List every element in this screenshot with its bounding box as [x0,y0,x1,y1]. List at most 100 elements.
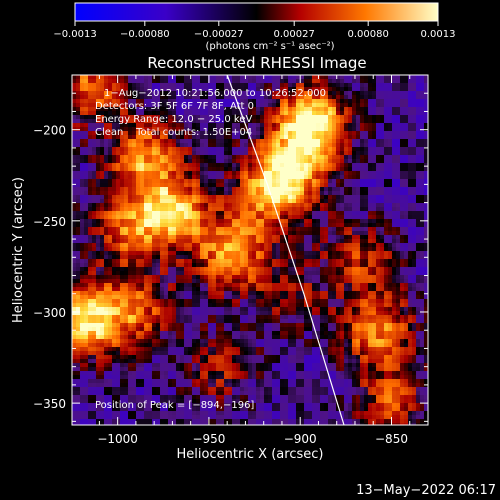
heatmap-cell [136,139,141,144]
heatmap-cell [96,287,101,292]
heatmap-cell [308,147,313,152]
heatmap-cell [220,127,225,132]
heatmap-cell [272,195,277,200]
heatmap-cell [348,195,353,200]
heatmap-cell [412,191,417,196]
heatmap-cell [292,183,297,188]
heatmap-cell [260,223,265,228]
heatmap-cell [416,235,421,240]
heatmap-cell [172,239,177,244]
heatmap-cell [184,223,189,228]
heatmap-cell [172,219,177,224]
heatmap-cell [192,207,197,212]
heatmap-cell [204,263,209,268]
heatmap-cell [180,75,185,80]
heatmap-cell [300,111,305,116]
heatmap-cell [300,295,305,300]
heatmap-cell [256,95,261,100]
heatmap-cell [412,235,417,240]
heatmap-cell [84,283,89,288]
heatmap-cell [404,259,409,264]
heatmap-cell [124,235,129,240]
heatmap-cell [96,279,101,284]
heatmap-cell [284,171,289,176]
heatmap-cell [76,295,81,300]
heatmap-cell [424,279,428,284]
heatmap-cell [328,211,333,216]
heatmap-cell [104,255,109,260]
heatmap-cell [320,243,325,248]
heatmap-cell [212,95,217,100]
heatmap-cell [224,171,229,176]
heatmap-cell [304,207,309,212]
heatmap-cell [96,191,101,196]
heatmap-cell [404,127,409,132]
heatmap-cell [172,79,177,84]
heatmap-cell [252,155,257,160]
heatmap-cell [208,127,213,132]
heatmap-cell [296,107,301,112]
heatmap-cell [344,183,349,188]
heatmap-cell [308,295,313,300]
heatmap-cell [412,211,417,216]
heatmap-cell [212,103,217,108]
heatmap-cell [284,159,289,164]
heatmap-cell [196,187,201,192]
heatmap-cell [280,247,285,252]
heatmap-cell [80,243,85,248]
heatmap-cell [232,267,237,272]
heatmap-cell [280,183,285,188]
heatmap-cell [288,151,293,156]
heatmap-cell [304,211,309,216]
heatmap-cell [248,123,253,128]
heatmap-cell [144,115,149,120]
heatmap-cell [404,231,409,236]
heatmap-cell [184,203,189,208]
heatmap-cell [292,151,297,156]
heatmap-cell [252,203,257,208]
heatmap-cell [108,99,113,104]
heatmap-cell [164,107,169,112]
heatmap-cell [188,199,193,204]
heatmap-cell [268,139,273,144]
heatmap-cell [316,167,321,172]
heatmap-cell [412,135,417,140]
heatmap-cell [364,235,369,240]
heatmap-cell [400,231,405,236]
heatmap-cell [140,231,145,236]
heatmap-cell [224,139,229,144]
heatmap-cell [188,243,193,248]
heatmap-cell [196,143,201,148]
heatmap-cell [160,227,165,232]
heatmap-cell [272,295,277,300]
heatmap-cell [160,91,165,96]
heatmap-cell [352,135,357,140]
heatmap-cell [88,255,93,260]
heatmap-cell [160,107,165,112]
heatmap-cell [268,87,273,92]
heatmap-cell [344,107,349,112]
heatmap-cell [420,207,425,212]
heatmap-cell [212,83,217,88]
colorbar-unit-label: (photons cm⁻² s⁻¹ asec⁻²) [205,41,334,52]
heatmap-cell [352,167,357,172]
heatmap-cell [120,247,125,252]
heatmap-cell [76,291,81,296]
heatmap-cell [164,275,169,280]
heatmap-cell [264,183,269,188]
heatmap-cell [400,287,405,292]
heatmap-cell [136,287,141,292]
heatmap-cell [272,135,277,140]
heatmap-cell [376,143,381,148]
heatmap-cell [104,199,109,204]
heatmap-cell [364,99,369,104]
heatmap-cell [376,179,381,184]
heatmap-cell [264,139,269,144]
heatmap-cell [348,163,353,168]
heatmap-cell [316,275,321,280]
heatmap-cell [152,203,157,208]
heatmap-cell [212,151,217,156]
heatmap-cell [124,119,129,124]
heatmap-cell [112,171,117,176]
heatmap-cell [132,255,137,260]
